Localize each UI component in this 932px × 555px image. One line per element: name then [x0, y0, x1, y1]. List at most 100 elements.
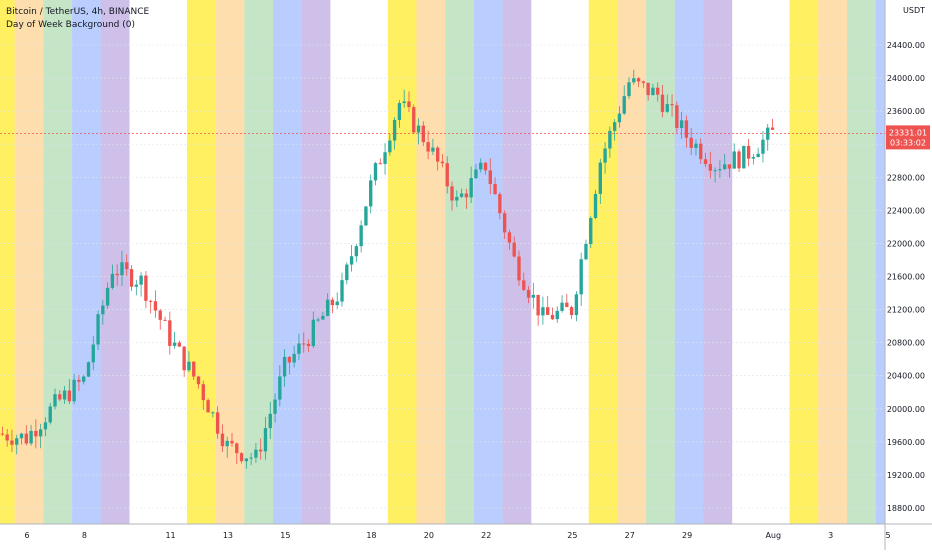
candle-body [182, 346, 186, 371]
candle-body [201, 384, 205, 401]
candle-body [115, 273, 119, 276]
day-band-green [445, 0, 474, 524]
candle-body [440, 161, 445, 164]
candle-body [220, 433, 225, 447]
candle-body [392, 119, 397, 141]
day-band-purple [502, 0, 532, 524]
candles [0, 69, 775, 469]
candle-body [105, 287, 110, 306]
candle-body [679, 120, 684, 128]
candle-body [297, 343, 301, 354]
day-band-blue [273, 0, 302, 524]
candle-body [215, 412, 220, 434]
candle-body [19, 433, 24, 439]
candle-body [38, 429, 43, 437]
candle-body [689, 137, 693, 148]
x-tick-label: 11 [165, 531, 175, 540]
candle-body [211, 412, 215, 414]
current-price-label: 23331.01 [889, 128, 927, 137]
candle-body [421, 125, 425, 143]
candle-body [536, 294, 540, 316]
candle-body [598, 162, 602, 194]
y-tick-label: 20400.00 [887, 372, 925, 381]
currency-label: USDT [903, 6, 925, 15]
candle-body [512, 242, 516, 257]
candle-body [732, 151, 736, 169]
x-tick-label: 27 [625, 531, 635, 540]
candle-body [522, 280, 526, 290]
candle-body [459, 193, 464, 197]
candle-body [617, 113, 622, 123]
candle-body [464, 193, 469, 198]
day-band-purple [703, 0, 733, 524]
x-tick-label: 13 [223, 531, 233, 540]
candle-body [67, 390, 72, 402]
y-tick-label: 21600.00 [887, 273, 925, 282]
candle-body [43, 422, 48, 430]
day-band-yellow [186, 0, 216, 524]
candle-body [196, 376, 201, 385]
candle-body [742, 145, 746, 169]
candle-body [675, 105, 679, 128]
day-band-blue [674, 0, 704, 524]
x-tick-label: 5 [886, 531, 891, 540]
candle-body [407, 101, 411, 108]
candle-body [479, 162, 483, 170]
candle-body [77, 379, 81, 382]
y-tick-label: 22800.00 [887, 173, 925, 182]
candle-body [125, 262, 129, 270]
candle-body [86, 362, 91, 377]
candle-body [708, 164, 712, 171]
candle-body [569, 307, 574, 316]
candle-body [761, 139, 765, 154]
candle-body [10, 440, 14, 445]
y-tick-label: 24000.00 [887, 74, 925, 83]
candle-body [172, 342, 177, 346]
candle-body [321, 315, 325, 320]
candle-body [574, 294, 579, 316]
candle-body [565, 302, 569, 308]
candle-body [15, 438, 19, 445]
candle-body [72, 379, 76, 402]
candle-body [684, 120, 689, 138]
candle-body [58, 394, 62, 400]
candle-body [311, 319, 315, 347]
candle-body [550, 314, 555, 320]
candle-body [53, 394, 57, 407]
candle-body [474, 169, 478, 179]
chart-legend: Bitcoin / TetherUS, 4h, BINANCE Day of W… [6, 6, 149, 32]
candle-body [330, 299, 335, 306]
candle-body [541, 307, 545, 316]
day-band-orange [416, 0, 446, 524]
candle-body [555, 310, 559, 320]
candle-body [699, 143, 703, 160]
candle-body [402, 101, 406, 104]
day-band-purple [100, 0, 130, 524]
y-tick-label: 21200.00 [887, 306, 925, 315]
candle-body [517, 256, 521, 281]
x-tick-label: 8 [82, 531, 87, 540]
y-tick-label: 20800.00 [887, 339, 925, 348]
candle-body [158, 310, 162, 320]
candle-body [292, 353, 296, 363]
day-band-yellow [588, 0, 618, 524]
candle-body [612, 122, 617, 131]
candle-body [354, 246, 359, 257]
candle-body [134, 284, 138, 287]
symbol-title[interactable]: Bitcoin / TetherUS, 4h, BINANCE [6, 7, 150, 17]
candle-body [48, 406, 52, 423]
candle-body [445, 163, 449, 187]
x-tick-label: 15 [280, 531, 290, 540]
day-band-green [847, 0, 876, 524]
indicator-title[interactable]: Day of Week Background (0) [6, 20, 135, 30]
day-band-orange [617, 0, 647, 524]
candle-body [373, 163, 378, 181]
candle-body [62, 390, 67, 400]
candle-body [273, 399, 277, 414]
x-tick-label: 22 [481, 531, 491, 540]
candle-body [340, 280, 344, 302]
candle-body [593, 193, 598, 219]
candle-body [526, 289, 531, 298]
